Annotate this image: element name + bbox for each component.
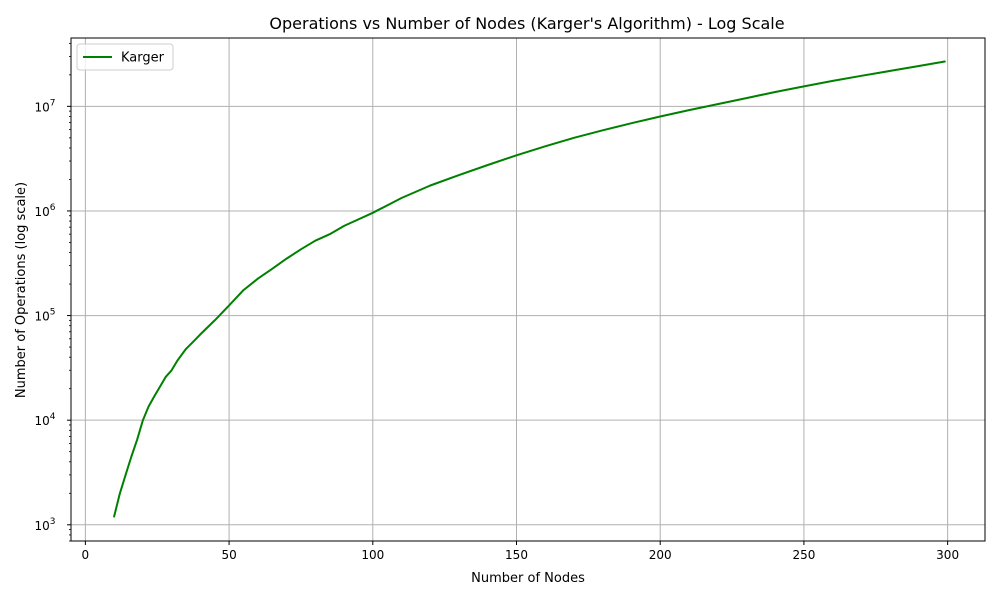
y-axis-title: Number of Operations (log scale) (14, 182, 29, 398)
y-tick-label: 103 (34, 517, 55, 533)
plot-area-frame (70, 37, 986, 542)
x-tick-label: 300 (936, 548, 959, 562)
legend: Karger (76, 43, 174, 71)
x-tick-label: 0 (82, 548, 90, 562)
y-tick-label: 105 (34, 308, 55, 324)
y-tick-label: 107 (34, 98, 55, 114)
y-tick-label: 106 (34, 203, 55, 219)
chart-title: Operations vs Number of Nodes (Karger's … (269, 14, 784, 33)
y-axis: 103 104 105 106 107 (34, 42, 71, 542)
x-tick-label: 200 (649, 548, 672, 562)
x-tick-label: 150 (505, 548, 528, 562)
x-axis-title: Number of Nodes (471, 571, 585, 586)
x-tick-label: 100 (361, 548, 384, 562)
grid-lines (71, 38, 985, 541)
x-tick-label: 50 (221, 548, 236, 562)
series-line-karger (113, 60, 946, 518)
plot-series (113, 60, 946, 518)
y-tick-label: 104 (34, 412, 55, 428)
legend-box (76, 43, 174, 71)
legend-label-karger: Karger (121, 51, 165, 66)
x-tick-label: 250 (792, 548, 815, 562)
x-axis: 0 50 100 150 200 250 300 (82, 541, 959, 562)
